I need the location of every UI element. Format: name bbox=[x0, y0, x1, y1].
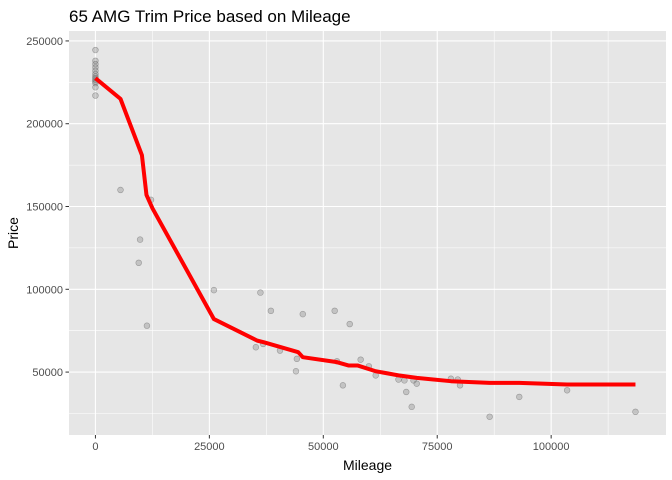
data-point bbox=[331, 307, 338, 315]
chart-title: 65 AMG Trim Price based on Mileage bbox=[69, 7, 351, 26]
data-point bbox=[357, 356, 364, 363]
data-point bbox=[136, 236, 144, 243]
data-point bbox=[92, 84, 99, 91]
data-point bbox=[92, 67, 99, 74]
data-point bbox=[257, 289, 264, 296]
trend-line-group bbox=[94, 76, 636, 387]
data-point bbox=[339, 382, 347, 389]
data-point bbox=[92, 70, 99, 78]
grid-lines bbox=[69, 31, 666, 435]
data-point bbox=[408, 403, 415, 411]
data-point bbox=[92, 60, 99, 68]
data-point bbox=[92, 92, 99, 99]
data-point bbox=[210, 286, 218, 294]
y-tick-label: 50000 bbox=[32, 367, 63, 379]
data-point bbox=[346, 320, 353, 328]
data-point bbox=[293, 355, 301, 363]
data-point bbox=[143, 322, 151, 329]
x-tick-label: 25000 bbox=[194, 441, 225, 453]
data-point bbox=[267, 307, 275, 315]
data-point bbox=[632, 408, 639, 416]
scatter-points bbox=[92, 46, 639, 420]
x-tick-label: 75000 bbox=[422, 441, 453, 453]
data-point bbox=[403, 388, 410, 396]
data-point bbox=[563, 387, 571, 394]
data-point bbox=[413, 380, 420, 387]
data-point bbox=[135, 259, 142, 267]
y-tick-label: 200000 bbox=[26, 119, 63, 131]
data-point bbox=[299, 310, 306, 318]
x-tick-label: 100000 bbox=[533, 441, 570, 453]
y-tick-label: 100000 bbox=[26, 284, 63, 296]
x-axis-title: Mileage bbox=[343, 457, 392, 473]
y-tick-label: 150000 bbox=[26, 202, 63, 214]
y-tick-label: 250000 bbox=[26, 36, 63, 48]
y-axis-title: Price bbox=[5, 217, 21, 249]
x-tick-label: 50000 bbox=[308, 441, 339, 453]
data-point bbox=[292, 368, 300, 375]
data-point bbox=[92, 64, 99, 71]
plot-panel bbox=[69, 31, 666, 435]
trend-line bbox=[94, 76, 636, 387]
data-point bbox=[92, 57, 99, 65]
axes: 0 25000 50000 75000 100000 50000 100000 150000 2… bbox=[26, 36, 569, 453]
data-point bbox=[117, 186, 124, 194]
data-point bbox=[92, 46, 99, 54]
x-tick-label: 0 bbox=[92, 441, 98, 453]
data-point bbox=[516, 393, 523, 401]
data-point bbox=[486, 413, 493, 420]
data-point bbox=[252, 344, 260, 351]
